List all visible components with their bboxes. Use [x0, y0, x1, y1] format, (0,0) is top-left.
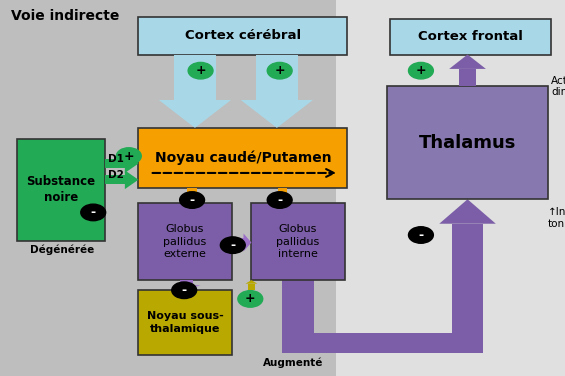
- Text: Augmenté: Augmenté: [263, 358, 323, 368]
- Text: Noyau caudé/Putamen: Noyau caudé/Putamen: [155, 151, 331, 165]
- Polygon shape: [125, 170, 138, 189]
- Text: +: +: [275, 64, 285, 77]
- FancyBboxPatch shape: [251, 203, 345, 280]
- Circle shape: [220, 237, 245, 253]
- Circle shape: [408, 62, 433, 79]
- Circle shape: [408, 227, 433, 243]
- Bar: [105, 175, 125, 184]
- Circle shape: [267, 192, 292, 208]
- Bar: [105, 159, 125, 168]
- Bar: [187, 188, 197, 197]
- Text: Noyau sous-
thalamique: Noyau sous- thalamique: [147, 311, 223, 334]
- Text: Substance
noire: Substance noire: [26, 175, 95, 205]
- Text: -: -: [277, 194, 282, 206]
- Text: -: -: [189, 194, 195, 206]
- Bar: [173, 55, 216, 100]
- Bar: [336, 0, 565, 376]
- Text: Globus
pallidus
externe: Globus pallidus externe: [163, 224, 207, 259]
- Polygon shape: [275, 197, 290, 203]
- Text: D2: D2: [108, 170, 124, 180]
- FancyBboxPatch shape: [138, 290, 232, 355]
- Circle shape: [116, 148, 141, 164]
- FancyBboxPatch shape: [390, 19, 551, 55]
- Bar: [255, 55, 298, 100]
- Circle shape: [267, 62, 292, 79]
- Polygon shape: [184, 197, 200, 203]
- Text: -: -: [418, 229, 424, 241]
- Circle shape: [81, 204, 106, 221]
- Polygon shape: [172, 285, 201, 290]
- Circle shape: [172, 282, 197, 299]
- Text: Cortex frontal: Cortex frontal: [418, 30, 523, 43]
- Text: Voie indirecte: Voie indirecte: [11, 9, 120, 23]
- Polygon shape: [245, 280, 258, 284]
- Text: +: +: [195, 64, 206, 77]
- FancyBboxPatch shape: [387, 86, 548, 199]
- Bar: [282, 280, 314, 343]
- Circle shape: [188, 62, 213, 79]
- Text: +: +: [124, 150, 134, 162]
- Polygon shape: [449, 55, 486, 69]
- FancyBboxPatch shape: [138, 203, 232, 280]
- Text: Thalamus: Thalamus: [419, 134, 516, 152]
- Circle shape: [180, 192, 205, 208]
- FancyBboxPatch shape: [138, 17, 347, 55]
- Polygon shape: [244, 233, 251, 252]
- Text: Activation
diminuée: Activation diminuée: [551, 76, 565, 97]
- Polygon shape: [440, 199, 496, 224]
- Text: -: -: [90, 206, 96, 219]
- Text: -: -: [230, 239, 236, 252]
- Circle shape: [238, 291, 263, 307]
- Bar: [248, 284, 255, 290]
- Bar: [282, 333, 483, 353]
- Text: +: +: [416, 64, 426, 77]
- Text: -: -: [181, 284, 187, 297]
- Polygon shape: [241, 100, 313, 128]
- Text: +: +: [245, 293, 255, 305]
- Polygon shape: [125, 154, 138, 173]
- Bar: [459, 69, 476, 86]
- Text: D1: D1: [108, 154, 124, 164]
- Bar: [0, 0, 336, 376]
- FancyBboxPatch shape: [138, 128, 347, 188]
- Text: Globus
pallidus
interne: Globus pallidus interne: [276, 224, 320, 259]
- Text: Dégénérée: Dégénérée: [30, 244, 94, 255]
- Bar: [232, 238, 244, 247]
- Bar: [452, 224, 483, 353]
- Polygon shape: [159, 100, 231, 128]
- Bar: [180, 280, 193, 285]
- Text: ↑Inhibition
tonique: ↑Inhibition tonique: [548, 207, 565, 229]
- Text: Cortex cérébral: Cortex cérébral: [185, 29, 301, 42]
- FancyBboxPatch shape: [17, 139, 105, 241]
- Bar: [277, 188, 288, 197]
